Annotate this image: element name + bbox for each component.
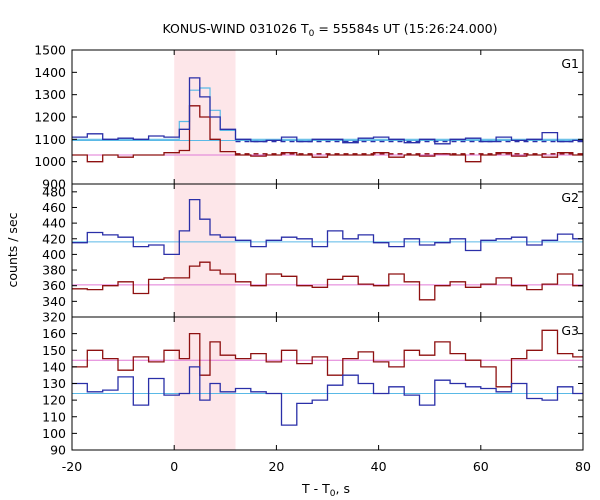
series-blue	[72, 77, 583, 145]
x-tick-label: 40	[371, 459, 387, 474]
series-red	[72, 105, 583, 163]
y-tick-label: 900	[42, 177, 66, 192]
burst-interval-highlight	[174, 50, 236, 450]
panel-frame	[71, 183, 584, 318]
panel-label: G1	[561, 56, 579, 71]
x-tick-label: -20	[62, 459, 82, 474]
series-blue	[72, 366, 583, 426]
y-tick-label: 420	[42, 231, 66, 246]
y-tick-label: 1500	[34, 43, 66, 58]
series-blue	[72, 198, 583, 256]
y-tick-label: 160	[42, 326, 66, 341]
x-axis-title: T - T0, s	[301, 481, 350, 499]
series-cyan-steps	[72, 87, 583, 140]
series-red	[72, 329, 583, 388]
y-tick-label: 110	[42, 409, 66, 424]
y-tick-label: 120	[42, 393, 66, 408]
y-tick-label: 320	[42, 310, 66, 325]
y-tick-label: 360	[42, 278, 66, 293]
panel-label: G2	[561, 190, 579, 205]
y-tick-label: 340	[42, 294, 66, 309]
y-tick-label: 1300	[34, 87, 66, 102]
y-tick-label: 460	[42, 200, 66, 215]
x-tick-label: 60	[473, 459, 489, 474]
y-tick-label: 440	[42, 216, 66, 231]
y-tick-label: 1400	[34, 65, 66, 80]
chart-title: KONUS-WIND 031026 T0 = 55584s UT (15:26:…	[162, 21, 497, 39]
series-red	[72, 261, 583, 301]
y-tick-label: 90	[50, 443, 66, 458]
y-tick-label: 380	[42, 263, 66, 278]
x-tick-label: 80	[575, 459, 591, 474]
y-axis-title: counts / sec	[5, 212, 20, 287]
y-tick-label: 130	[42, 376, 66, 391]
panel-g1: 900 1000 1100 1200 1300 1400 1500 G1	[34, 43, 584, 192]
y-tick-label: 1200	[34, 110, 66, 125]
panel-frame	[71, 49, 584, 185]
y-tick-label: 480	[42, 184, 66, 199]
x-tick-label: 20	[268, 459, 284, 474]
y-tick-label: 400	[42, 247, 66, 262]
y-tick-label: 1000	[34, 154, 66, 169]
y-tick-label: 100	[42, 426, 66, 441]
panel-label: G3	[561, 323, 579, 338]
y-tick-label: 150	[42, 343, 66, 358]
x-tick-label: 0	[170, 459, 178, 474]
y-tick-label: 140	[42, 359, 66, 374]
panels-group: 900100011001200130014001500G132034036038…	[34, 43, 591, 475]
y-tick-label: 1100	[34, 132, 66, 147]
